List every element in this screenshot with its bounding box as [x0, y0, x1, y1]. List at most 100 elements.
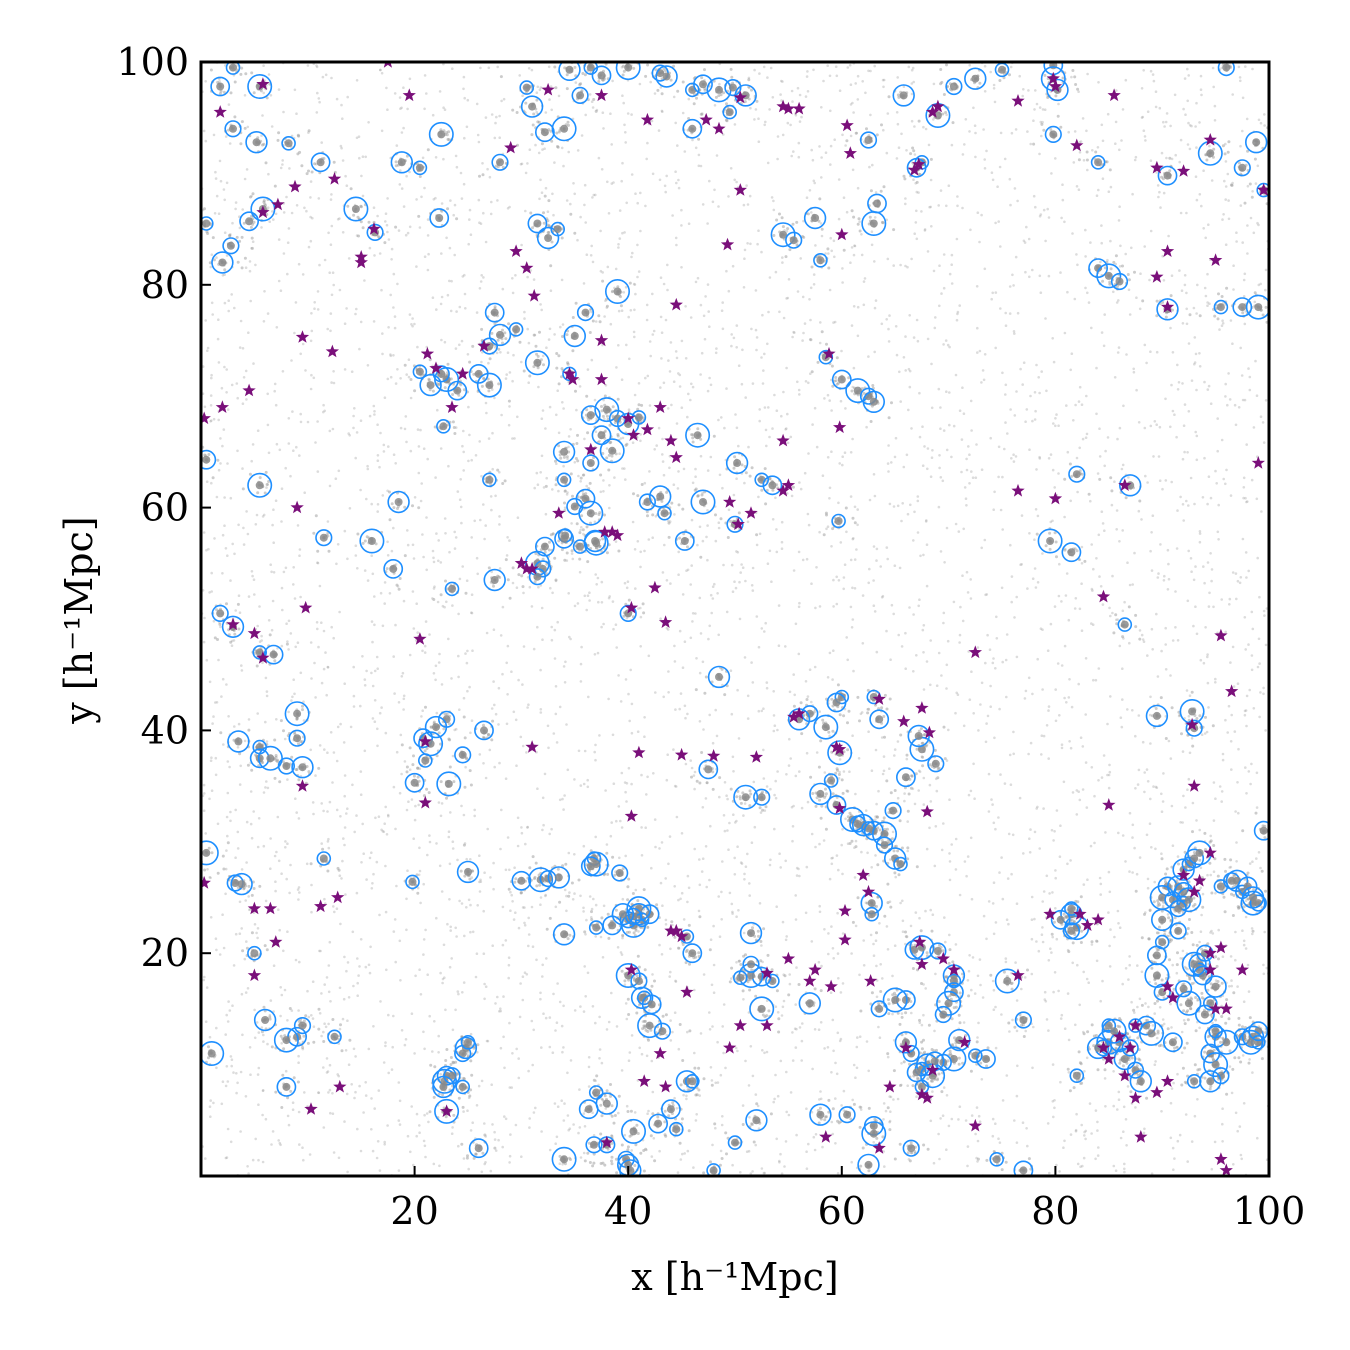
particle	[1169, 1101, 1173, 1105]
particle	[621, 936, 624, 940]
particle	[929, 639, 932, 642]
particle	[402, 694, 406, 698]
particle	[730, 712, 734, 716]
particle	[567, 435, 571, 438]
particle	[856, 1036, 859, 1039]
particle	[1158, 190, 1161, 194]
particle	[213, 212, 217, 215]
particle	[707, 310, 710, 313]
particle	[312, 1025, 316, 1028]
particle	[1259, 691, 1262, 694]
particle	[527, 1069, 530, 1073]
particle	[1234, 810, 1237, 813]
particle	[440, 338, 443, 342]
particle	[410, 1105, 414, 1108]
particle	[1239, 204, 1243, 207]
particle	[480, 360, 483, 364]
particle	[424, 620, 428, 623]
particle	[1143, 771, 1146, 774]
particle	[855, 1045, 859, 1049]
particle	[1092, 678, 1095, 682]
particle	[246, 1165, 249, 1168]
particle	[1229, 319, 1233, 322]
particle	[1119, 1136, 1123, 1140]
particle	[1190, 1140, 1194, 1143]
particle	[298, 1143, 301, 1146]
particle	[637, 382, 641, 385]
particle	[853, 505, 857, 509]
particle	[992, 657, 995, 660]
particle	[852, 253, 856, 257]
particle	[839, 991, 843, 994]
particle	[980, 468, 984, 472]
particle	[970, 897, 974, 901]
particle	[415, 265, 418, 268]
particle	[686, 568, 690, 572]
particle	[867, 69, 870, 73]
particle	[1047, 274, 1051, 278]
particle	[854, 924, 858, 928]
particle	[882, 769, 886, 773]
particle	[647, 538, 651, 541]
particle	[1107, 870, 1111, 874]
particle	[384, 864, 387, 868]
particle	[1080, 403, 1084, 407]
particle	[540, 308, 543, 312]
particle	[1001, 1099, 1005, 1102]
particle	[1081, 1164, 1084, 1168]
particle	[1244, 915, 1248, 919]
particle	[948, 272, 952, 276]
particle	[956, 204, 959, 208]
particle	[915, 237, 919, 241]
particle	[1144, 1002, 1147, 1005]
particle	[577, 474, 580, 478]
particle	[691, 138, 694, 142]
particle	[231, 1004, 234, 1007]
particle	[223, 198, 226, 202]
particle	[335, 907, 339, 910]
particle	[765, 1050, 769, 1054]
particle	[875, 995, 879, 999]
particle	[800, 806, 804, 810]
particle	[1198, 193, 1202, 196]
particle	[489, 876, 492, 879]
particle	[1258, 715, 1261, 719]
particle	[1193, 362, 1196, 366]
particle	[272, 541, 276, 544]
particle	[999, 131, 1003, 135]
particle	[913, 232, 916, 235]
particle	[586, 785, 590, 789]
particle	[973, 797, 976, 800]
particle	[937, 505, 941, 509]
particle	[636, 540, 640, 543]
particle	[1080, 545, 1084, 549]
particle	[706, 524, 709, 527]
particle	[234, 932, 238, 936]
particle	[296, 641, 300, 644]
particle	[851, 586, 854, 590]
particle	[909, 503, 912, 507]
particle	[850, 246, 854, 249]
particle	[1228, 866, 1231, 869]
particle	[420, 482, 424, 485]
particle	[812, 273, 816, 276]
particle	[435, 711, 439, 715]
particle	[240, 992, 244, 996]
particle	[609, 112, 612, 115]
particle	[675, 815, 679, 819]
particle	[1103, 1077, 1107, 1080]
particle	[757, 229, 760, 232]
particle	[1045, 724, 1049, 727]
particle	[1041, 120, 1044, 124]
particle	[1096, 1120, 1099, 1124]
particle	[674, 170, 677, 173]
particle	[318, 100, 321, 104]
particle	[792, 150, 795, 153]
particle	[735, 324, 739, 327]
particle	[493, 136, 497, 140]
particle	[722, 814, 726, 817]
particle	[1106, 722, 1109, 726]
particle	[219, 179, 223, 183]
particle	[275, 718, 278, 721]
